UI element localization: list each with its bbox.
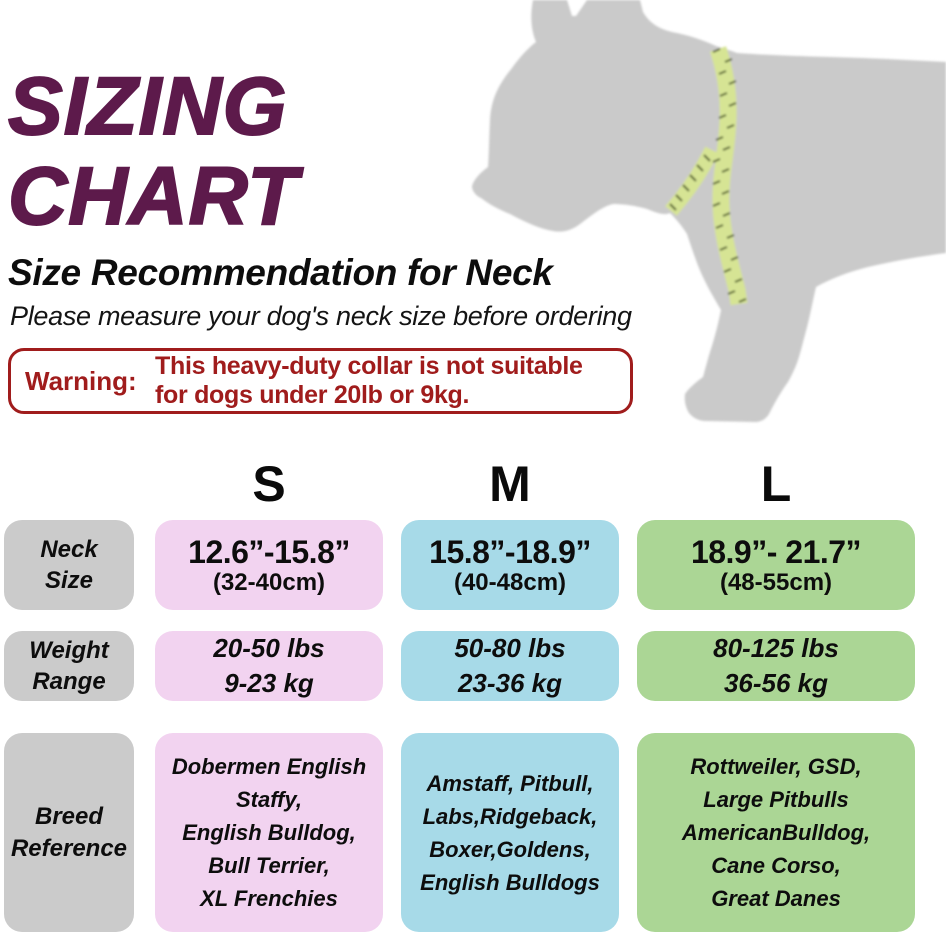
neck-size-inches-s: 12.6”-15.8” bbox=[188, 534, 350, 571]
warning-label: Warning: bbox=[25, 365, 137, 396]
neck-size-inches-m: 15.8”-18.9” bbox=[429, 534, 591, 571]
neck-size-cell-m: 15.8”-18.9” (40-48cm) bbox=[401, 520, 619, 610]
page-title: SIZING CHART bbox=[7, 61, 299, 243]
warning-box: Warning: This heavy-duty collar is not s… bbox=[8, 348, 633, 414]
weight-range-value-m: 50-80 lbs 23-36 kg bbox=[454, 632, 566, 698]
breed-list-l: Rottweiler, GSD, Large Pitbulls American… bbox=[681, 754, 871, 911]
page-title-line1: SIZING bbox=[7, 61, 288, 153]
dog-silhouette bbox=[472, 0, 946, 422]
page-title-line2: CHART bbox=[7, 151, 299, 243]
row-label-breed-reference: Breed Reference bbox=[4, 733, 134, 932]
column-header-s: S bbox=[252, 456, 286, 512]
measure-note: Please measure your dog's neck size befo… bbox=[10, 301, 632, 331]
breed-list-m: Amstaff, Pitbull, Labs,Ridgeback, Boxer,… bbox=[420, 770, 600, 895]
row-label-neck-size: Neck Size bbox=[4, 520, 134, 610]
neck-size-cell-s: 12.6”-15.8” (32-40cm) bbox=[155, 520, 383, 610]
weight-range-cell-l: 80-125 lbs 36-56 kg bbox=[637, 631, 915, 701]
neck-size-cm-s: (32-40cm) bbox=[212, 568, 326, 596]
column-header-m: M bbox=[489, 456, 531, 512]
breed-reference-cell-l: Rottweiler, GSD, Large Pitbulls American… bbox=[637, 733, 915, 932]
weight-range-value-l: 80-125 lbs 36-56 kg bbox=[713, 632, 839, 698]
neck-size-cm-m: (40-48cm) bbox=[453, 568, 567, 596]
neck-size-inches-l: 18.9”- 21.7” bbox=[690, 534, 862, 571]
column-header-l: L bbox=[760, 456, 792, 512]
breed-reference-cell-s: Dobermen English Staffy, English Bulldog… bbox=[155, 733, 383, 932]
subtitle: Size Recommendation for Neck bbox=[8, 252, 553, 293]
weight-range-cell-m: 50-80 lbs 23-36 kg bbox=[401, 631, 619, 701]
neck-size-cell-l: 18.9”- 21.7” (48-55cm) bbox=[637, 520, 915, 610]
dog-silhouette-illustration bbox=[472, 0, 946, 422]
neck-size-cm-l: (48-55cm) bbox=[719, 568, 833, 596]
weight-range-cell-s: 20-50 lbs 9-23 kg bbox=[155, 631, 383, 701]
warning-message: This heavy-duty collar is not suitable f… bbox=[155, 352, 583, 409]
breed-reference-cell-m: Amstaff, Pitbull, Labs,Ridgeback, Boxer,… bbox=[401, 733, 619, 932]
row-label-weight-range: Weight Range bbox=[4, 631, 134, 701]
tape-tick-marks bbox=[669, 48, 747, 303]
breed-list-s: Dobermen English Staffy, English Bulldog… bbox=[171, 754, 367, 911]
weight-range-value-s: 20-50 lbs 9-23 kg bbox=[213, 632, 325, 698]
